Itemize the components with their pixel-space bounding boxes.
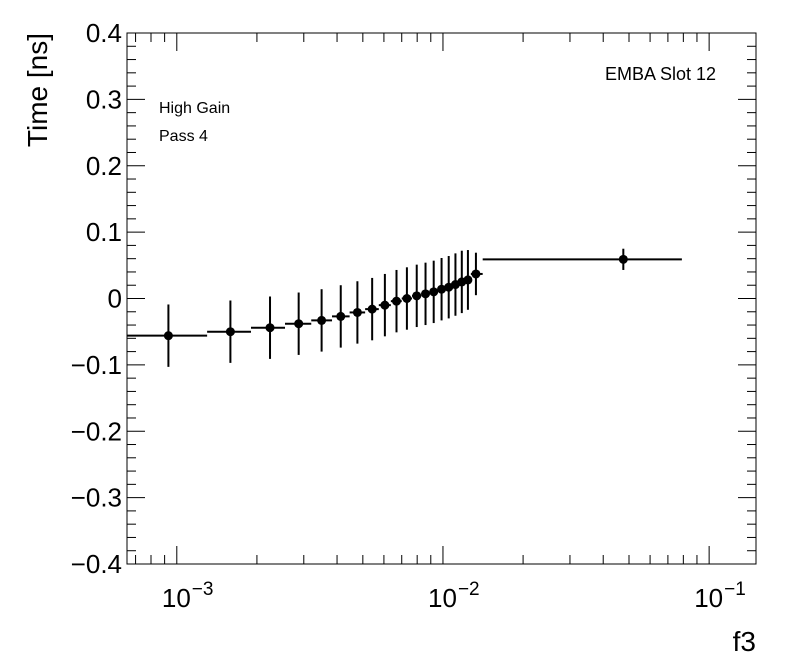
point-marker xyxy=(380,300,390,310)
data-point xyxy=(401,267,412,330)
point-marker xyxy=(225,327,235,337)
y-tick-label: −0.4 xyxy=(71,549,122,579)
data-points xyxy=(127,248,682,367)
annotation-slot: EMBA Slot 12 xyxy=(605,64,716,84)
data-point xyxy=(470,252,483,296)
data-point xyxy=(463,250,473,310)
data-point xyxy=(332,285,350,348)
annotation-gain: High Gain xyxy=(159,100,230,117)
data-point xyxy=(378,273,391,337)
point-marker xyxy=(317,315,327,325)
y-tick-label: 0.3 xyxy=(86,84,122,114)
y-axis-title: Time [ns] xyxy=(22,33,53,147)
y-tick-label: 0.2 xyxy=(86,151,122,181)
data-point xyxy=(482,248,682,270)
plot-frame xyxy=(126,32,757,565)
point-marker xyxy=(163,331,173,341)
data-point xyxy=(250,296,286,359)
y-tick-label: 0.4 xyxy=(86,18,122,48)
point-marker xyxy=(429,287,439,297)
x-tick-label: 10 xyxy=(162,583,191,613)
data-point xyxy=(390,269,402,333)
point-marker xyxy=(421,289,431,299)
point-marker xyxy=(265,323,275,333)
data-point xyxy=(437,258,447,321)
x-axis-title: f3 xyxy=(733,626,756,657)
point-marker xyxy=(618,254,628,264)
point-marker xyxy=(471,269,481,279)
point-marker xyxy=(294,319,304,329)
point-marker xyxy=(352,307,362,317)
y-tick-label: −0.2 xyxy=(71,416,122,446)
point-marker xyxy=(336,311,346,321)
x-tick-label: 10 xyxy=(694,583,723,613)
y-tick-label: 0.1 xyxy=(86,217,122,247)
y-tick-label: −0.1 xyxy=(71,350,122,380)
data-point xyxy=(365,277,379,341)
data-point xyxy=(411,264,422,328)
data-point xyxy=(207,300,251,363)
data-point xyxy=(421,262,431,326)
data-point xyxy=(349,281,366,344)
data-point xyxy=(311,289,333,352)
x-tick-label-exponent: −1 xyxy=(724,579,746,600)
point-marker xyxy=(412,291,422,301)
point-marker xyxy=(437,284,447,294)
data-point xyxy=(429,260,439,324)
point-marker xyxy=(402,294,412,303)
data-point xyxy=(285,292,312,355)
tick-labels: −0.4−0.3−0.2−0.100.10.20.30.410 −3 10 −2 10−… xyxy=(71,18,746,613)
point-marker xyxy=(391,296,401,306)
point-marker xyxy=(367,304,377,314)
x-tick-label-exponent: −2 xyxy=(458,579,480,600)
annotation-pass: Pass 4 xyxy=(159,128,208,145)
x-tick-label-exponent: −3 xyxy=(192,579,214,600)
data-point xyxy=(127,304,208,367)
y-tick-label: 0 xyxy=(108,284,122,314)
y-tick-label: −0.3 xyxy=(71,483,122,513)
point-marker xyxy=(463,275,473,285)
x-tick-label: 10 xyxy=(428,583,457,613)
